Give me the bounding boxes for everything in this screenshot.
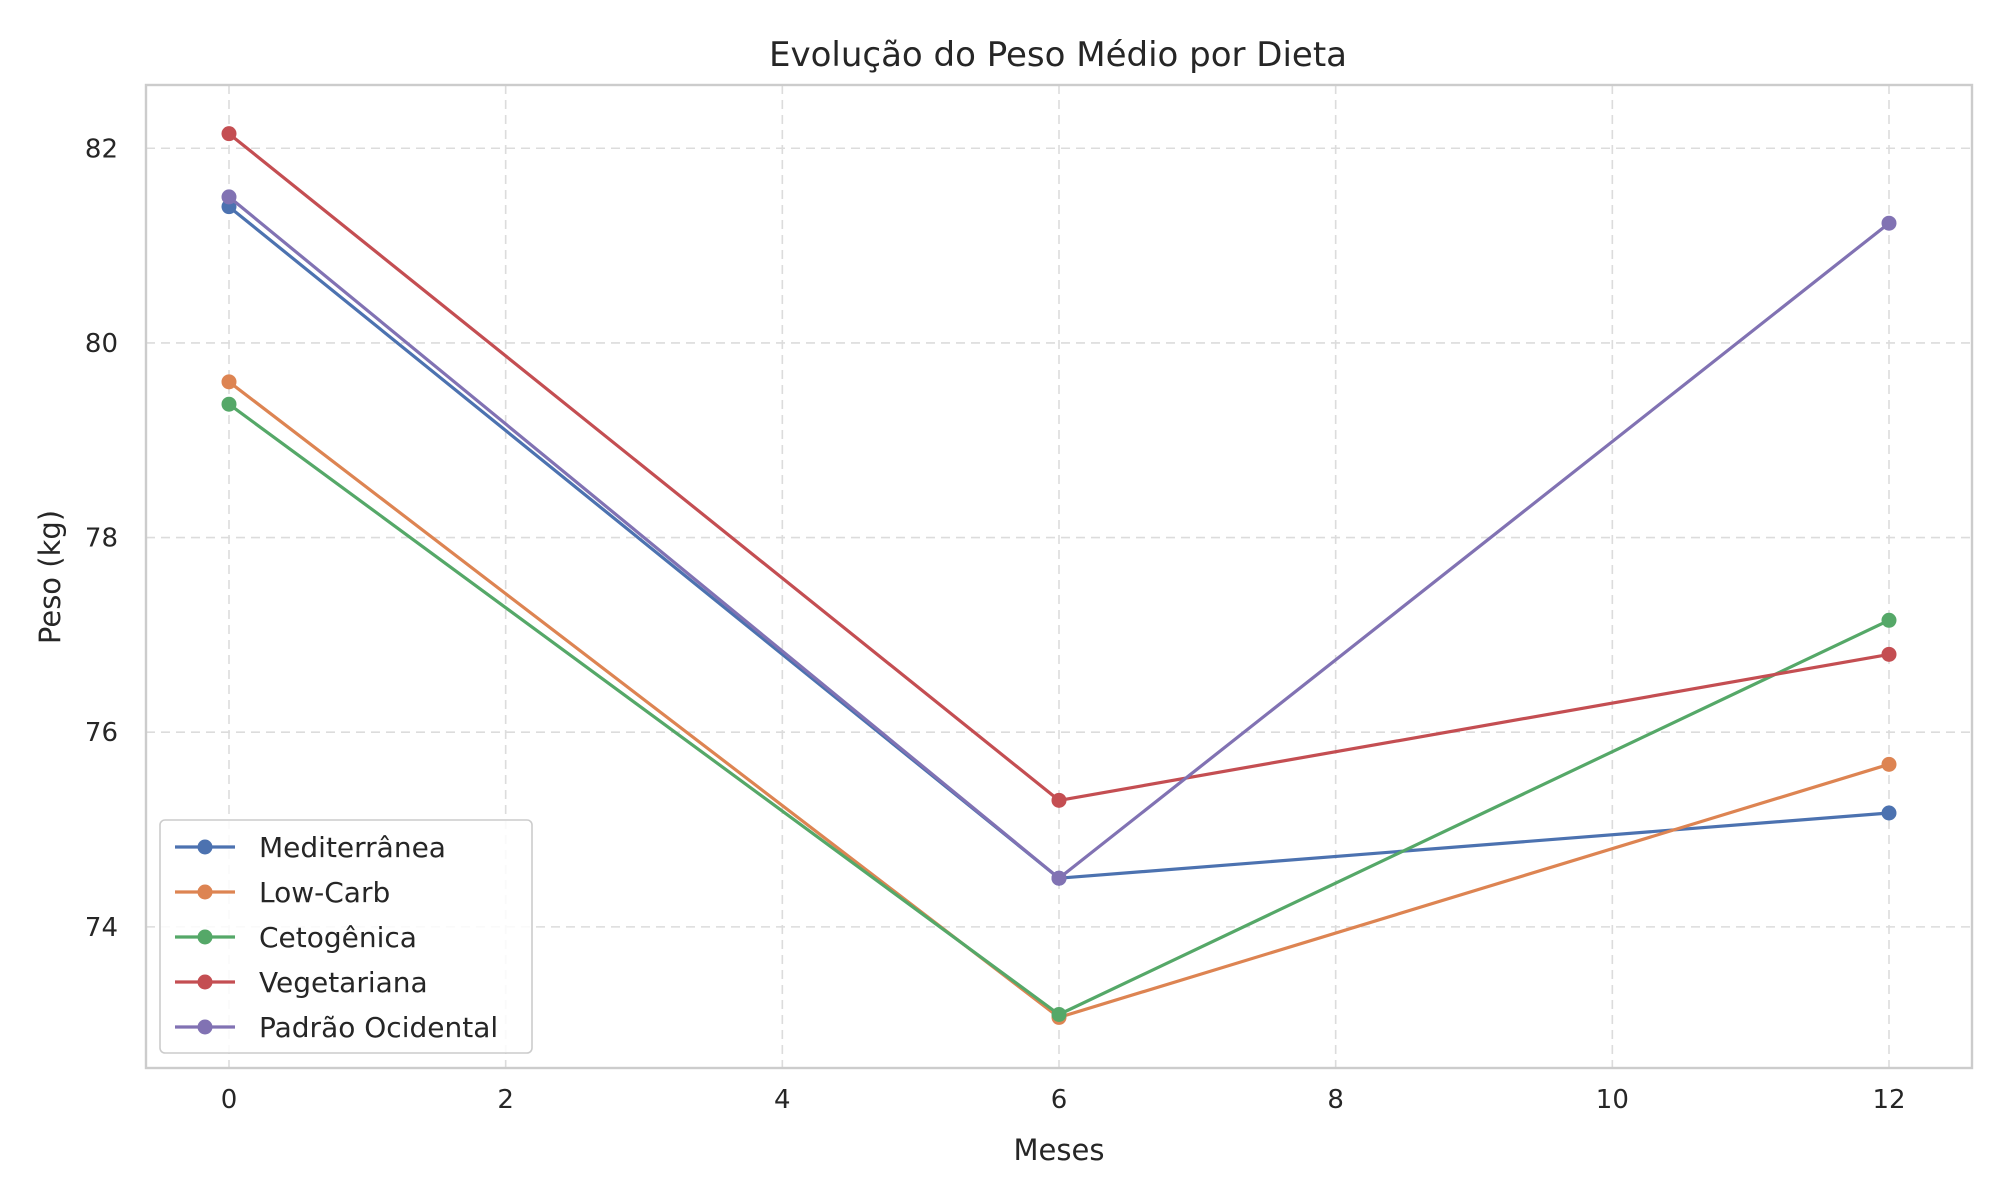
chart-title: Evolução do Peso Médio por Dieta bbox=[769, 35, 1347, 75]
series-vegetariana bbox=[221, 126, 1897, 808]
series-layer bbox=[221, 126, 1897, 1025]
legend: Mediterrânea Low-Carb Cetogênica Vegetarian… bbox=[159, 819, 533, 1054]
legend-marker bbox=[197, 884, 213, 900]
legend-label: Mediterrânea bbox=[259, 831, 446, 864]
x-tick-label: 10 bbox=[1596, 1085, 1629, 1115]
y-tick-label: 80 bbox=[85, 329, 118, 359]
data-point bbox=[1051, 870, 1067, 886]
legend-item: Cetogênica bbox=[175, 921, 417, 954]
data-point bbox=[221, 374, 237, 390]
x-tick-label: 4 bbox=[774, 1085, 791, 1115]
y-axis-ticks: 74 76 78 80 82 bbox=[85, 134, 118, 943]
data-point bbox=[1051, 1006, 1067, 1022]
legend-label: Padrão Ocidental bbox=[259, 1011, 498, 1044]
x-tick-label: 0 bbox=[221, 1085, 238, 1115]
x-axis-ticks: 0 2 4 6 8 10 12 bbox=[221, 1085, 1906, 1115]
y-tick-label: 74 bbox=[85, 913, 118, 943]
legend-label: Vegetariana bbox=[259, 966, 428, 999]
plot-frame bbox=[144, 83, 1974, 1070]
y-tick-label: 76 bbox=[85, 718, 118, 748]
legend-item: Mediterrânea bbox=[175, 831, 446, 864]
legend-marker bbox=[197, 974, 213, 990]
data-point bbox=[221, 396, 237, 412]
x-tick-label: 12 bbox=[1872, 1085, 1905, 1115]
y-tick-label: 82 bbox=[85, 134, 118, 164]
legend-marker bbox=[197, 1019, 213, 1035]
series-cetog-nica bbox=[221, 396, 1897, 1022]
data-point bbox=[1881, 805, 1897, 821]
legend-marker bbox=[197, 839, 213, 855]
x-tick-label: 8 bbox=[1327, 1085, 1344, 1115]
x-tick-label: 6 bbox=[1051, 1085, 1068, 1115]
data-point bbox=[221, 126, 237, 142]
data-point bbox=[221, 189, 237, 205]
legend-label: Low-Carb bbox=[259, 876, 390, 909]
data-point bbox=[1881, 612, 1897, 628]
legend-marker bbox=[197, 929, 213, 945]
x-axis-label: Meses bbox=[1014, 1133, 1105, 1167]
legend-label: Cetogênica bbox=[259, 921, 417, 954]
legend-item: Padrão Ocidental bbox=[175, 1011, 498, 1044]
x-tick-label: 2 bbox=[497, 1085, 514, 1115]
legend-item: Vegetariana bbox=[175, 966, 428, 999]
data-point bbox=[1051, 792, 1067, 808]
legend-box bbox=[159, 819, 533, 1054]
series-padr-o-ocidental bbox=[221, 189, 1897, 886]
data-point bbox=[1881, 756, 1897, 772]
data-point bbox=[1881, 646, 1897, 662]
y-tick-label: 78 bbox=[85, 524, 118, 554]
legend-item: Low-Carb bbox=[175, 876, 390, 909]
y-axis-label: Peso (kg) bbox=[33, 510, 67, 644]
data-point bbox=[1881, 215, 1897, 231]
